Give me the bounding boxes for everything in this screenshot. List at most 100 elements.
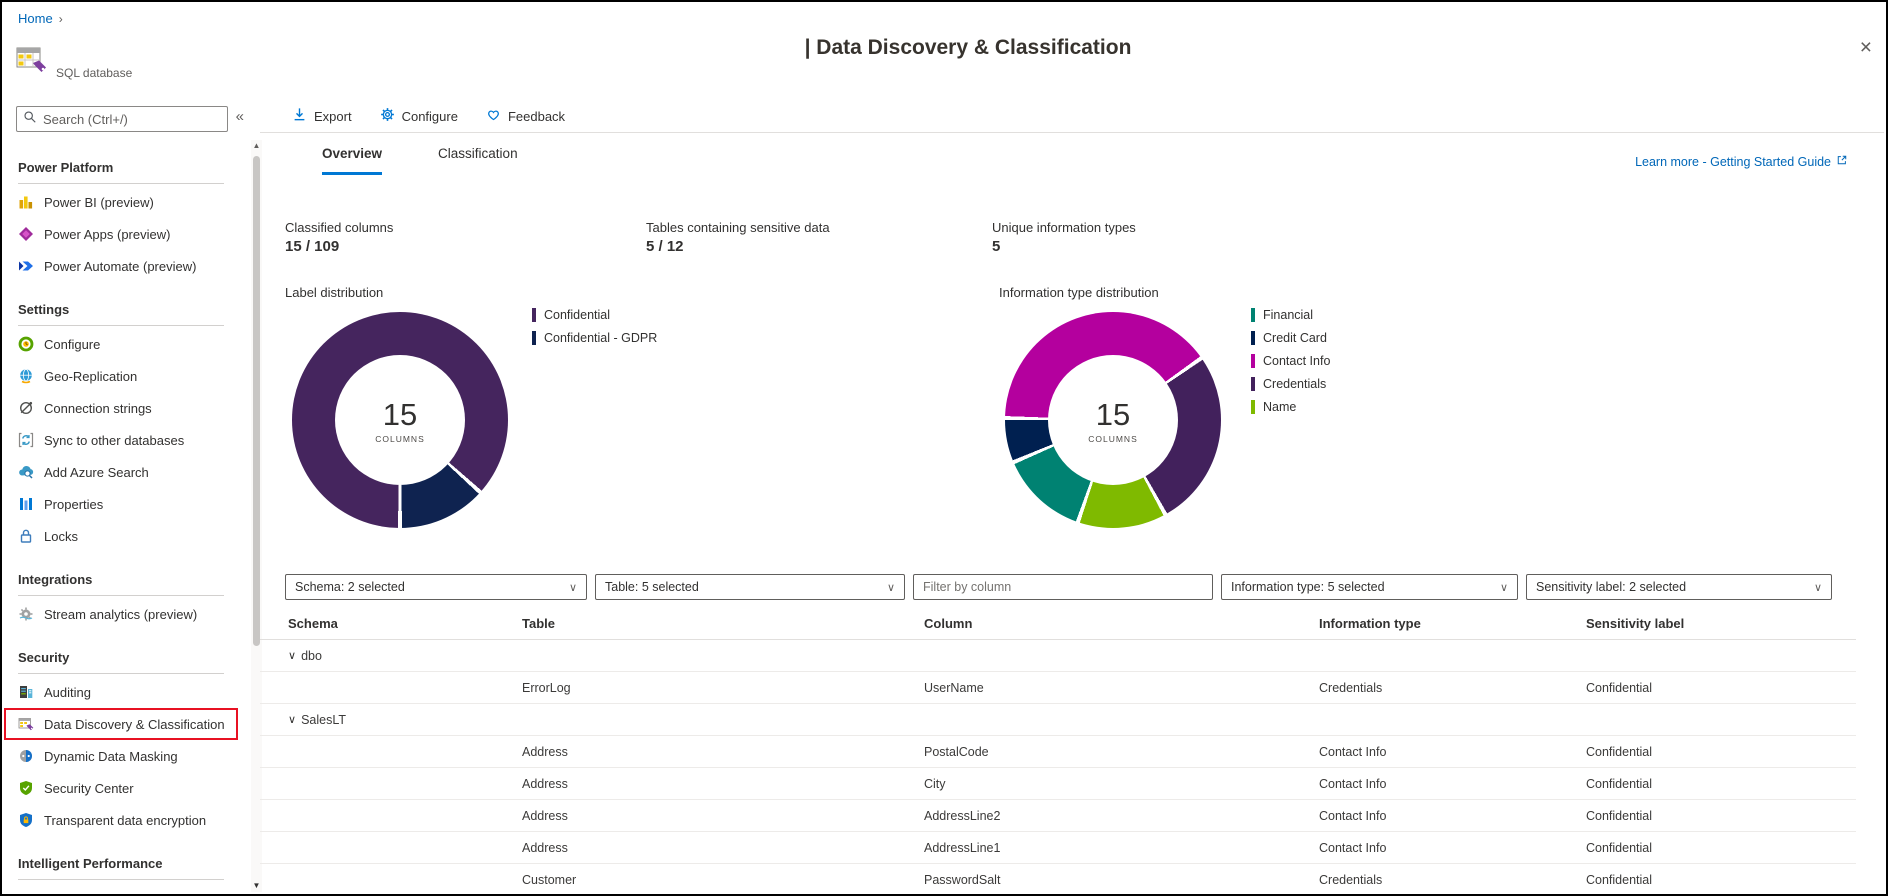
filter-bar: Schema: 2 selected∨ Table: 5 selected∨ Inf… <box>285 574 1832 600</box>
sidebar-item-data-discovery-classification[interactable]: Data Discovery & Classification <box>4 708 238 740</box>
sidebar-item-power-automate-preview[interactable]: Power Automate (preview) <box>4 250 238 282</box>
legend-item-name: Name <box>1251 395 1330 418</box>
auditing-icon <box>18 684 34 700</box>
main-content: | Data Discovery & Classification × Expo… <box>260 4 1884 892</box>
table-row[interactable]: Customer PasswordSalt Credentials Confident… <box>260 864 1856 892</box>
sidebar-scrollbar[interactable]: ▲ ▼ <box>251 140 262 892</box>
legend-item-confidential: Confidential <box>532 303 657 326</box>
sidebar-item-geo-replication[interactable]: Geo-Replication <box>4 360 238 392</box>
sidebar-item-label: Power Automate (preview) <box>44 258 197 274</box>
external-link-icon <box>1836 154 1848 169</box>
sidebar-item-properties[interactable]: Properties <box>4 488 238 520</box>
shield-check-icon <box>18 780 34 796</box>
schema-name: SalesLT <box>301 712 346 727</box>
sidebar-item-dynamic-data-masking[interactable]: Dynamic Data Masking <box>4 740 238 772</box>
scrollbar-thumb[interactable] <box>253 156 260 646</box>
cell-sensitivity-label: Confidential <box>1586 840 1653 855</box>
power-apps-icon <box>18 226 34 242</box>
chevron-down-icon[interactable]: ∨ <box>288 714 297 726</box>
sidebar-item-add-azure-search[interactable]: Add Azure Search <box>4 456 238 488</box>
cell-info-type: Credentials <box>1319 872 1383 887</box>
learn-more-link[interactable]: Learn more - Getting Started Guide <box>1635 154 1848 169</box>
sidebar-item-power-bi-preview[interactable]: Power BI (preview) <box>4 186 238 218</box>
sidebar-item-auditing[interactable]: Auditing <box>4 676 238 708</box>
globe-icon <box>18 368 34 384</box>
gear-icon <box>380 107 395 125</box>
lock-icon <box>18 528 34 544</box>
sidebar-nav: Power Platform Power BI (preview) Power Ap… <box>4 140 238 892</box>
sync-icon <box>18 432 34 448</box>
legend-item-contact-info: Contact Info <box>1251 349 1330 372</box>
table-row[interactable]: Address AddressLine1 Contact Info Confident… <box>260 832 1856 864</box>
sidebar-item-label: Configure <box>44 336 101 352</box>
configure-icon <box>18 336 34 352</box>
column-header-schema[interactable]: Schema <box>288 616 338 631</box>
tab-overview[interactable]: Overview <box>322 146 383 175</box>
sidebar-item-label: Geo-Replication <box>44 368 138 384</box>
search-input[interactable] <box>43 111 221 127</box>
scroll-up-icon[interactable]: ▲ <box>252 141 261 150</box>
stat-label: Classified columns <box>285 220 394 235</box>
export-button[interactable]: Export <box>292 107 352 125</box>
data-discovery-icon <box>18 716 34 732</box>
divider <box>18 183 224 184</box>
column-header-information-type[interactable]: Information type <box>1319 616 1421 631</box>
divider <box>18 595 224 596</box>
stat-value: 15 / 109 <box>285 238 340 255</box>
sidebar-item-security-center[interactable]: Security Center <box>4 772 238 804</box>
table-row[interactable]: Address PostalCode Contact Info Confidentia… <box>260 736 1856 768</box>
sidebar-item-label: Sync to other databases <box>44 432 185 448</box>
column-header-table[interactable]: Table <box>522 616 555 631</box>
search-icon <box>23 110 37 129</box>
configure-button[interactable]: Configure <box>380 107 458 125</box>
dropdown-table[interactable]: Table: 5 selected ∨ <box>595 574 905 600</box>
nav-section-integrations: Integrations Stream analytics (preview) <box>4 568 238 630</box>
scroll-down-icon[interactable]: ▼ <box>252 881 261 890</box>
feedback-button[interactable]: Feedback <box>486 107 565 125</box>
table-header-row: Schema Table Column Information type Sensiti… <box>260 608 1856 640</box>
dropdown-sensitivity-label[interactable]: Sensitivity label: 2 selected ∨ <box>1526 574 1832 600</box>
table-row[interactable]: Address AddressLine2 Contact Info Confident… <box>260 800 1856 832</box>
breadcrumb-home-link[interactable]: Home <box>18 11 53 26</box>
stat-tables-containing-sensitive-data: Tables containing sensitive data 5 / 12 <box>646 220 830 255</box>
legend-item-credentials: Credentials <box>1251 372 1330 395</box>
filter-by-column-input[interactable] <box>913 574 1213 600</box>
divider <box>18 325 224 326</box>
cloud-search-icon <box>18 464 34 480</box>
dropdown-schema[interactable]: Schema: 2 selected ∨ <box>285 574 587 600</box>
stat-value: 5 <box>992 238 1001 255</box>
sidebar-search[interactable] <box>16 106 228 132</box>
resource-header: SQL database <box>16 44 132 81</box>
chart-title-information-type-distribution: Information type distribution <box>999 285 1159 300</box>
cell-sensitivity-label: Confidential <box>1586 776 1653 791</box>
sidebar-item-locks[interactable]: Locks <box>4 520 238 552</box>
table-row[interactable]: Address City Contact Info Confidential <box>260 768 1856 800</box>
divider <box>18 879 224 880</box>
sidebar-item-configure[interactable]: Configure <box>4 328 238 360</box>
close-icon[interactable]: × <box>1859 36 1872 59</box>
table-row[interactable]: ErrorLog UserName Credentials Confidential <box>260 672 1856 704</box>
chevron-down-icon[interactable]: ∨ <box>288 650 297 662</box>
schema-group-row-dbo[interactable]: ∨ dbo <box>260 640 1856 672</box>
sidebar-item-performance-overview[interactable]: Performance overview <box>4 882 238 893</box>
column-header-column[interactable]: Column <box>924 616 973 631</box>
page-title: | Data Discovery & Classification <box>804 36 1132 59</box>
nav-section-security: Security Auditing Data Discovery & Classif… <box>4 646 238 836</box>
cell-column: UserName <box>924 680 984 695</box>
dropdown-value: Sensitivity label: 2 selected <box>1536 580 1687 594</box>
cell-sensitivity-label: Confidential <box>1586 680 1653 695</box>
sidebar-item-connection-strings[interactable]: Connection strings <box>4 392 238 424</box>
sidebar-item-transparent-data-encryption[interactable]: Transparent data encryption <box>4 804 238 836</box>
sidebar-item-sync-to-other-databases[interactable]: Sync to other databases <box>4 424 238 456</box>
column-header-sensitivity-label[interactable]: Sensitivity label <box>1586 616 1685 631</box>
schema-group-row-saleslt[interactable]: ∨ SalesLT <box>260 704 1856 736</box>
sidebar-item-stream-analytics-preview[interactable]: Stream analytics (preview) <box>4 598 238 630</box>
legend-swatch <box>1251 376 1255 391</box>
stat-value: 5 / 12 <box>646 238 684 255</box>
dropdown-information-type[interactable]: Information type: 5 selected ∨ <box>1221 574 1518 600</box>
stat-label: Tables containing sensitive data <box>646 220 830 235</box>
collapse-sidebar-button[interactable]: « <box>235 108 244 125</box>
tab-classification[interactable]: Classification <box>438 146 518 161</box>
sidebar-item-power-apps-preview[interactable]: Power Apps (preview) <box>4 218 238 250</box>
cell-table: Address <box>522 840 568 855</box>
